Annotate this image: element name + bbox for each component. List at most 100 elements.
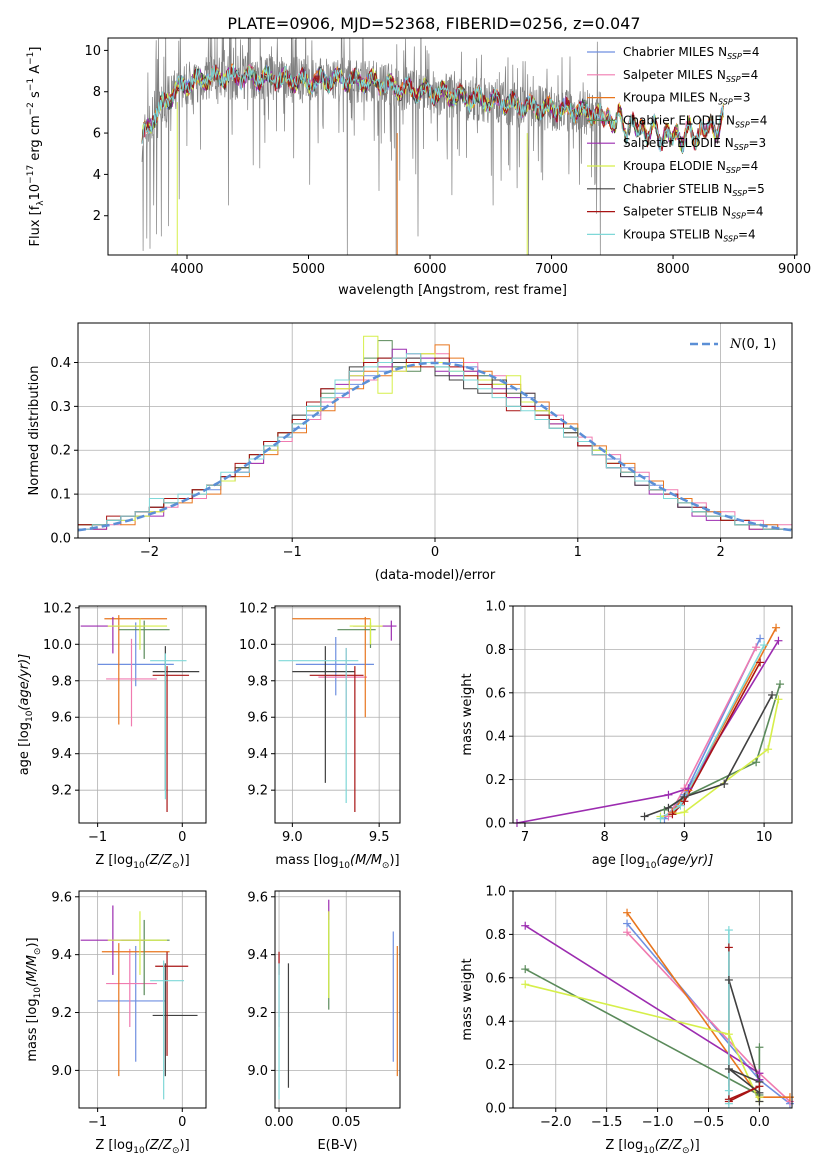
legend-entry: Kroupa MILES NSSP=3 [623,91,750,107]
age-vs-mass-panel: 9.0 9.5 9.2 9.4 9.6 9.8 10.0 10.2 mass [log10(M/… [239,601,401,871]
legend-name: Chabrier STELIB [623,182,719,196]
text-part: −1 [26,52,36,65]
residuals-panel: −2 −1 0 1 2 0.0 0.1 0.2 0.3 0.4 (data-model)/error… [27,322,793,583]
x-tick-label: 0 [178,1115,186,1130]
text-part: Z [log [605,1138,643,1153]
legend-nssp-prefix: N [726,113,735,127]
axes-frame [512,605,793,824]
x-axis-label: Z [log10(Z/Z⊙)] [95,853,189,871]
spectrum-plot [141,38,724,255]
text-part: (Z/Z [145,853,173,868]
y-tick-label: 9.6 [247,711,268,726]
text-part: )] [690,1138,700,1153]
legend-nssp-prefix: N [709,91,718,105]
x-tick-label: 0.00 [265,1115,294,1130]
legend-nssp-sub: SSP [726,75,741,84]
text-part: mass [log [25,998,40,1061]
legend-entry: Chabrier ELODIE NSSP=4 [623,113,767,129]
text-part: 10 [25,710,35,722]
y-axis-label: age [log10(age/yr)] [17,654,35,776]
errorbar-plot [80,905,198,1100]
text-part: )] [25,937,40,947]
y-tick-label: 9.4 [51,948,72,963]
legend-nssp-eq: = [748,136,758,150]
model-spectrum-line [141,66,724,154]
legend-symbol: N [729,337,742,352]
y-tick-label: 10.2 [239,601,268,616]
y-axis-label: mass weight [460,958,475,1040]
legend-entry: Salpeter MILES NSSP=4 [623,68,758,84]
text-part: λ [36,200,46,206]
y-tick-label: 9.2 [51,784,72,799]
axes-frame [512,890,793,1109]
x-tick-label: 2 [716,545,724,560]
legend-entry: Chabrier MILES NSSP=4 [623,45,760,61]
text-part: Flux [f [28,205,43,246]
legend-nssp-value: 3 [759,136,767,150]
y-tick-label: 9.8 [51,674,72,689]
legend-entry: Salpeter STELIB NSSP=4 [623,205,764,221]
text-part: (age/yr)] [656,853,713,868]
y-axis-label: Flux [fλ10−17 erg cm−2 s−1 A−1] [26,47,46,247]
text-part: 10 [643,1146,655,1156]
legend-nssp-prefix: N [722,205,731,219]
legend-nssp-eq: = [738,227,748,241]
legend-entry: Chabrier STELIB NSSP=5 [623,182,765,198]
y-tick-label: 9.6 [247,890,268,905]
age-vs-metallicity-panel: −1 09.29.49.69.810.010.2Z [log10(Z/Z⊙)]ag… [17,601,207,871]
y-tick-label: 1.0 [485,885,506,900]
grid-lines [275,606,400,823]
x-axis-label: wavelength [Angstrom, rest frame] [338,283,567,298]
legend-name: Salpeter STELIB [623,205,718,219]
y-tick-label: 10.0 [43,638,72,653]
legend-nssp-eq: = [741,68,751,82]
legend-name: Kroupa STELIB [623,227,710,241]
y-tick-label: 9.6 [51,711,72,726]
legend-entry: Kroupa ELODIE NSSP=4 [623,159,758,175]
legend: Chabrier MILES NSSP=4 Salpeter MILES NSSP=4… [587,45,767,243]
figure-title: PLATE=0906, MJD=52368, FIBERID=0256, z=0… [227,14,640,33]
legend-nssp-sub: SSP [726,166,741,175]
legend-nssp-sub: SSP [731,212,746,221]
text-part: (M/M [350,853,382,868]
legend-nssp-value: 4 [751,68,759,82]
mass-vs-ebv-panel: 0.00 0.05 9.0 9.2 9.4 9.6 E(B-V) [247,890,401,1153]
x-tick-label: 5000 [292,262,325,277]
legend-args: (0, 1) [741,337,776,352]
legend-name: Kroupa ELODIE [623,159,713,173]
mass-weight-vs-metallicity-panel: −2.0 −1.5 −1.0 −0.5 0.0 0.0 0.2 0.4 0.6 0.8 1.0 Z [… [460,885,794,1156]
y-tick-label: 0.8 [485,928,506,943]
spectrum-panel: 4000 5000 6000 7000 8000 9000 2 4 6 8 10 wavelength… [26,37,811,298]
x-tick-label: 0.0 [749,1115,770,1130]
legend-nssp-sub: SSP [718,98,733,107]
x-tick-label: 4000 [170,262,203,277]
grid-lines [513,605,792,824]
legend-nssp-value: 4 [752,45,760,59]
text-part: 10 [133,1146,145,1156]
y-tick-label: 6 [93,127,101,142]
legend-nssp-prefix: N [723,182,732,196]
y-tick-label: 0.2 [50,444,71,459]
y-tick-label: 9.4 [51,747,72,762]
legend-nssp-prefix: N [718,45,727,59]
mass-vs-metallicity-panel: −1 09.09.29.49.6Z [log10(Z/Z⊙)]mass [log1… [25,890,207,1156]
normal-distribution-curve [78,361,792,532]
text-part: ⊙ [382,861,390,871]
x-tick-label: −1 [88,1115,107,1130]
y-tick-label: 9.8 [247,674,268,689]
text-part: 10 [33,987,43,999]
series-line [525,983,761,1102]
text-part: ] [28,47,43,52]
y-tick-label: 10 [84,44,101,59]
x-tick-label: 1 [574,545,582,560]
legend-nssp-eq: = [746,205,756,219]
y-tick-label: 9.2 [247,1006,268,1021]
y-tick-label: 0.1 [50,488,71,503]
legend-nssp-sub: SSP [735,120,750,129]
text-part: ⊙ [33,948,43,956]
x-tick-label: 9.5 [369,830,390,845]
x-tick-label: 0.05 [332,1115,361,1130]
legend-entry: Salpeter ELODIE NSSP=3 [623,136,766,152]
x-tick-label: 7 [521,830,529,845]
x-tick-label: −2 [140,545,159,560]
